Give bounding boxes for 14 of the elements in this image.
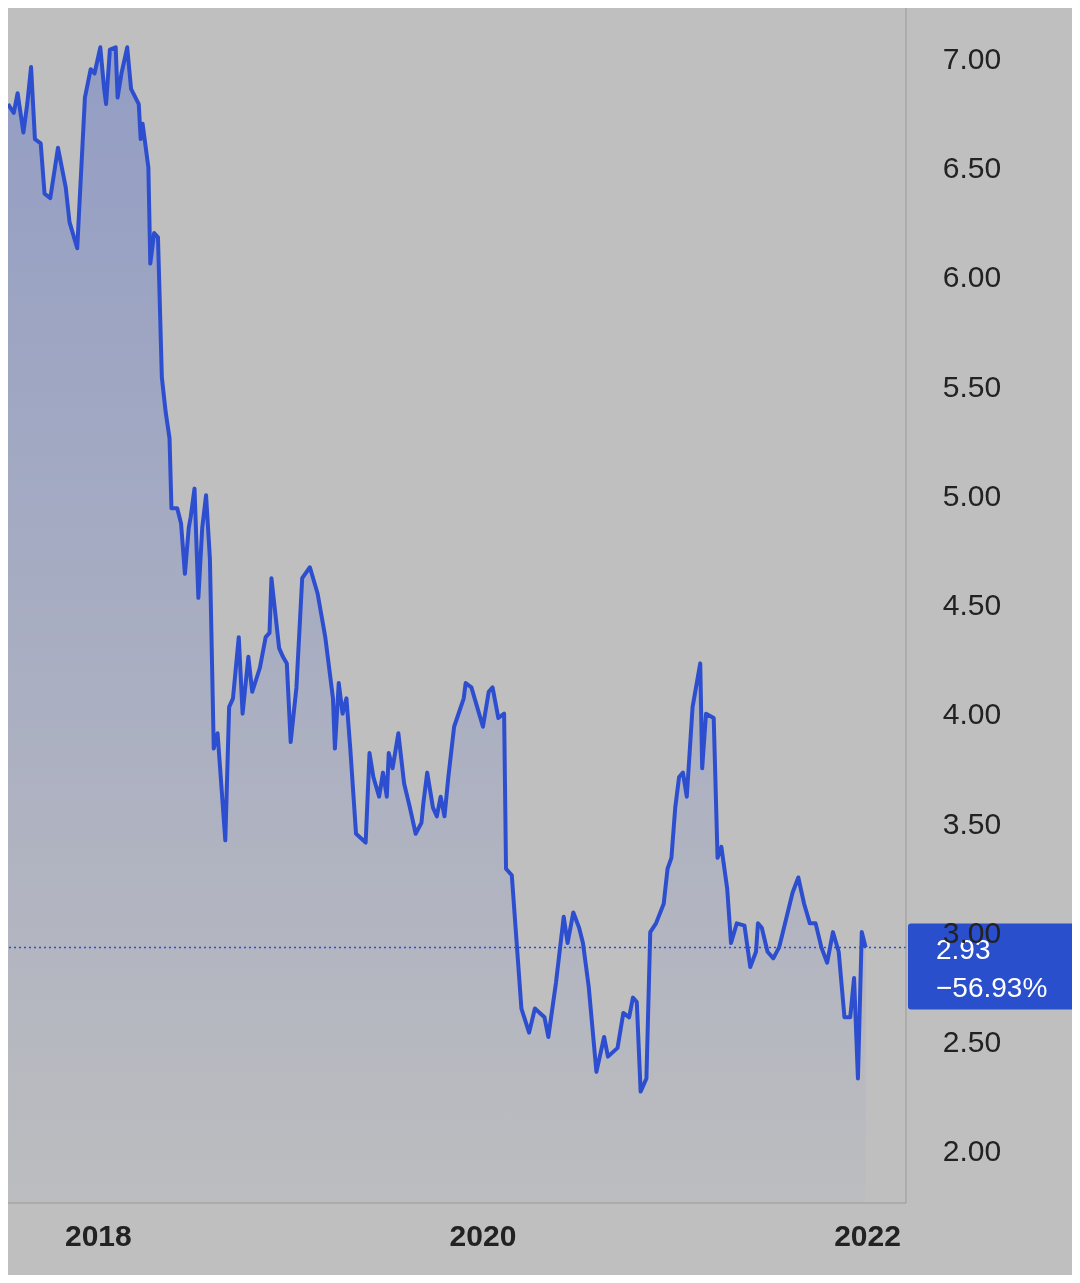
- y-tick-label: 4.50: [942, 588, 1002, 622]
- x-tick-label: 2020: [449, 1219, 517, 1253]
- y-tick-label: 2.50: [942, 1024, 1002, 1058]
- y-tick-label: 3.50: [942, 806, 1002, 840]
- y-tick-label: 5.00: [942, 478, 1002, 512]
- y-tick-label: 2.00: [942, 1134, 1002, 1168]
- y-tick-label: 7.00: [942, 41, 1002, 75]
- y-tick-label: 5.50: [942, 369, 1002, 403]
- y-tick-label: 6.00: [942, 260, 1002, 294]
- y-tick-label: 4.00: [942, 697, 1002, 731]
- y-tick-label: 6.50: [942, 151, 1002, 185]
- text: −56.93%: [936, 972, 1048, 1004]
- x-tick-label: 2018: [65, 1219, 132, 1253]
- x-tick-label: 2022: [834, 1219, 901, 1253]
